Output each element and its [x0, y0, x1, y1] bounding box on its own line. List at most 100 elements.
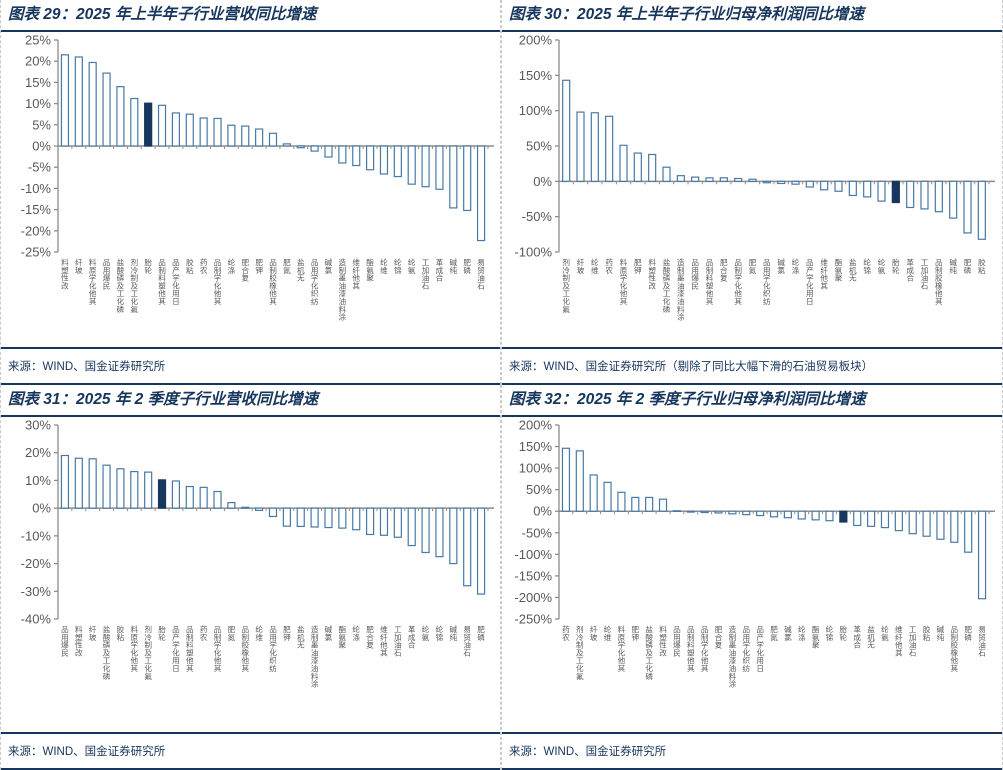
svg-text:0%: 0% [32, 139, 51, 154]
svg-text:纤玻: 纤玻 [89, 624, 97, 642]
svg-text:料塑性改: 料塑性改 [659, 624, 667, 657]
svg-text:品用爆民: 品用爆民 [61, 625, 69, 657]
svg-text:酯氨聚: 酯氨聚 [812, 625, 820, 650]
panel-bottom-divider [502, 768, 1002, 770]
svg-text:品产学化用日: 品产学化用日 [756, 625, 764, 673]
svg-text:盐酸磷及工化磷: 盐酸磷及工化磷 [645, 624, 653, 681]
svg-text:-150%: -150% [514, 568, 552, 583]
svg-text:-250%: -250% [514, 612, 552, 627]
source-note: 来源：WIND、国金证券研究所（剔除了同比大幅下滑的石油贸易板块） [509, 360, 874, 373]
svg-text:-40%: -40% [21, 612, 52, 627]
source-divider [502, 347, 1002, 349]
svg-text:品制胶橡他其: 品制胶橡他其 [951, 625, 959, 673]
svg-text:品制胶橡他其: 品制胶橡他其 [269, 258, 277, 306]
svg-text:纤玻: 纤玻 [75, 257, 83, 275]
svg-text:0%: 0% [533, 504, 552, 519]
svg-text:150%: 150% [519, 68, 553, 83]
svg-text:10%: 10% [25, 96, 51, 111]
svg-text:纶涤: 纶涤 [352, 624, 360, 642]
svg-text:纶锦: 纶锦 [394, 257, 402, 275]
svg-text:剂冷制及工化氟: 剂冷制及工化氟 [130, 257, 138, 314]
svg-text:造制墨油漆油料涂: 造制墨油漆油料涂 [311, 624, 319, 689]
svg-text:盐机无: 盐机无 [849, 257, 857, 283]
panel-fig30: 图表 30：2025 年上半年子行业归母净利润同比增速 200% 150% 100%… [501, 0, 1003, 385]
svg-text:纶涤: 纶涤 [228, 257, 236, 275]
svg-text:肥磷: 肥磷 [964, 625, 972, 642]
svg-text:料塑性改: 料塑性改 [75, 624, 83, 657]
svg-text:料塑性改: 料塑性改 [61, 257, 69, 290]
svg-text:纶氨: 纶氨 [422, 624, 430, 642]
svg-text:品用学化织纺: 品用学化织纺 [763, 258, 771, 306]
source-note: 来源：WIND、国金证券研究所 [509, 745, 667, 758]
svg-text:50%: 50% [526, 482, 552, 497]
svg-text:易贸油石: 易贸油石 [463, 625, 471, 657]
svg-text:碱纯: 碱纯 [949, 258, 957, 275]
svg-text:胶粘: 胶粘 [978, 257, 986, 275]
svg-text:肥合复: 肥合复 [715, 625, 723, 650]
svg-text:料原学化他其: 料原学化他其 [620, 257, 628, 306]
svg-text:品用学化织纺: 品用学化织纺 [269, 625, 277, 673]
svg-text:革成合: 革成合 [408, 624, 416, 650]
svg-text:料塑性改: 料塑性改 [648, 257, 656, 290]
svg-text:肥钾: 肥钾 [255, 258, 263, 275]
svg-text:碱氯: 碱氯 [784, 625, 792, 642]
svg-text:肥氮: 肥氮 [749, 258, 757, 275]
svg-text:剂冷制及工化氟: 剂冷制及工化氟 [144, 624, 152, 681]
svg-text:100%: 100% [519, 461, 553, 476]
title-divider [502, 30, 1002, 32]
panel-fig31: 图表 31：2025 年 2 季度子行业营收同比增速 30% 20% 10% 0% -1… [0, 385, 501, 770]
svg-text:造制墨油漆油料涂: 造制墨油漆油料涂 [339, 257, 347, 322]
bar-chart-svg: 25% 20% 15% 10% 5% 0% -5% -10% -15% -20% -25% 料塑性改纤… [21, 33, 494, 322]
svg-text:品产学化用日: 品产学化用日 [806, 258, 814, 306]
svg-text:胶粘: 胶粘 [186, 257, 194, 275]
svg-text:肥钾: 肥钾 [283, 625, 291, 642]
svg-text:碱纯: 碱纯 [450, 258, 458, 275]
svg-text:碱纯: 碱纯 [937, 625, 945, 642]
svg-text:品制学化他其: 品制学化他其 [214, 258, 222, 306]
svg-text:胶粘: 胶粘 [117, 624, 125, 642]
svg-text:品产学化用日: 品产学化用日 [172, 625, 180, 673]
svg-text:肥磷: 肥磷 [463, 258, 471, 275]
bar-chart-profit-h1: 200% 150% 100% 50% 0% -50% -100% 剂冷制及工化氟 纤玻 纶维 药农料… [502, 32, 1002, 347]
title-divider [1, 30, 500, 32]
svg-text:酯氨聚: 酯氨聚 [366, 258, 374, 283]
chart-title: 图表 31：2025 年 2 季度子行业营收同比增速 [8, 391, 319, 408]
svg-text:革成合: 革成合 [436, 257, 444, 283]
svg-text:5%: 5% [32, 117, 51, 132]
source-divider [1, 347, 500, 349]
svg-text:工加油石: 工加油石 [909, 625, 917, 657]
svg-text:碱氯: 碱氯 [325, 625, 333, 642]
svg-text:纶涤: 纶涤 [792, 257, 800, 275]
svg-text:肥合复: 肥合复 [720, 258, 728, 283]
svg-text:品制学化他其: 品制学化他其 [734, 258, 742, 306]
svg-text:品制料塑他其: 品制料塑他其 [158, 258, 166, 306]
svg-text:纶氨: 纶氨 [878, 257, 886, 275]
title-divider [502, 415, 1002, 417]
svg-text:20%: 20% [25, 445, 51, 460]
svg-text:200%: 200% [519, 418, 553, 433]
svg-text:维纤他其: 维纤他其 [820, 257, 828, 290]
svg-text:品用学化织纺: 品用学化织纺 [742, 625, 750, 673]
svg-text:-50%: -50% [522, 209, 553, 224]
svg-text:品制胶橡他其: 品制胶橡他其 [935, 258, 943, 306]
bar-chart-svg: 30% 20% 10% 0% -10% -20% -30% -40% 品用爆民料塑性改纤玻盐酸磷… [21, 418, 494, 689]
svg-text:工加油石: 工加油石 [394, 625, 402, 657]
source-divider [502, 732, 1002, 734]
svg-text:纶维: 纶维 [604, 624, 612, 642]
title-divider [1, 415, 500, 417]
svg-text:碱纯: 碱纯 [450, 625, 458, 642]
svg-text:纶氨: 纶氨 [881, 624, 889, 642]
source-note: 来源：WIND、国金证券研究所 [8, 360, 166, 373]
svg-text:维纤他其: 维纤他其 [380, 624, 388, 657]
svg-text:肥钾: 肥钾 [634, 258, 642, 275]
svg-text:纶维: 纶维 [591, 257, 599, 275]
svg-text:品制胶橡他其: 品制胶橡他其 [241, 625, 249, 673]
svg-text:剂冷制及工化氟: 剂冷制及工化氟 [576, 624, 584, 681]
svg-text:工加油石: 工加油石 [921, 258, 929, 290]
svg-text:25%: 25% [25, 33, 51, 48]
svg-text:纶氨: 纶氨 [408, 257, 416, 275]
svg-text:酯氨聚: 酯氨聚 [339, 625, 347, 650]
svg-text:-30%: -30% [21, 584, 52, 599]
svg-text:药农: 药农 [562, 624, 570, 642]
